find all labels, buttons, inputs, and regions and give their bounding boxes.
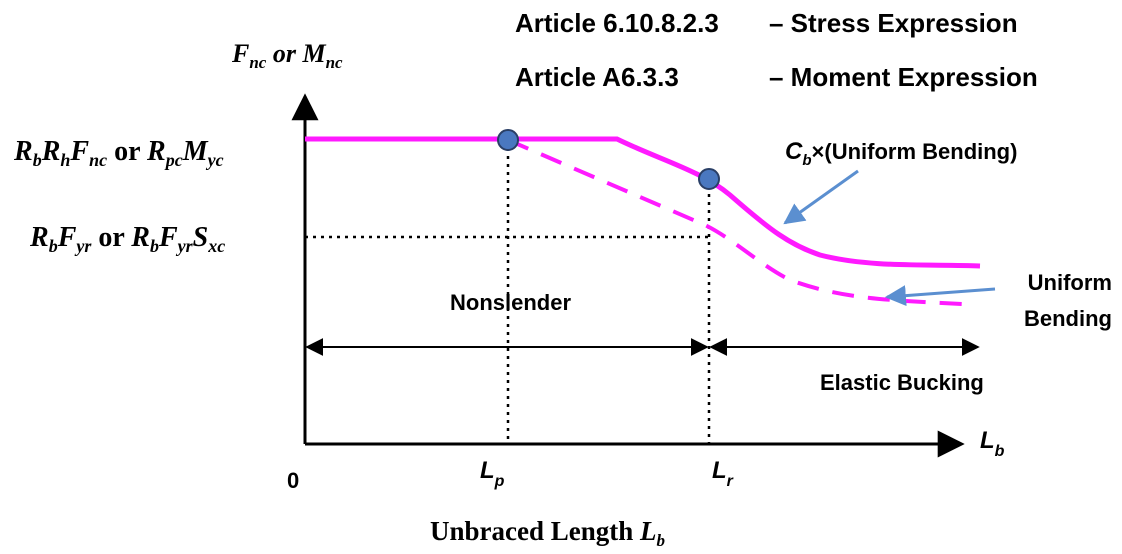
x-axis-title: Unbraced Length Lb bbox=[430, 516, 665, 550]
lb-axis-end-label: Lb bbox=[980, 427, 1005, 460]
cb-curve-leader-arrow bbox=[783, 169, 859, 225]
uniform-curve-leader-arrow bbox=[884, 285, 996, 307]
lr-label: Lr bbox=[712, 457, 734, 490]
lp-label: Lp bbox=[480, 457, 505, 490]
plateau-label: RbRhFnc or RpcMyc bbox=[13, 136, 224, 170]
header: Article 6.10.8.2.3 – Stress Expression A… bbox=[515, 8, 1038, 92]
uniform-curve-label-line1: Uniform bbox=[1028, 270, 1112, 295]
uniform-curve-label-line2: Bending bbox=[1024, 306, 1112, 331]
lr-point-marker bbox=[698, 168, 720, 190]
x-origin-label: 0 bbox=[287, 468, 299, 493]
elastic-buckling-label: Elastic Bucking bbox=[820, 370, 984, 395]
yield-level-label: RbFyr or RbFyrSxc bbox=[29, 222, 225, 256]
header-desc-2: – Moment Expression bbox=[769, 62, 1038, 92]
uniform-bending-curve bbox=[507, 138, 963, 306]
cb-uniform-bending-curve bbox=[305, 136, 981, 269]
header-desc-1: – Stress Expression bbox=[769, 8, 1018, 38]
header-article-2: Article A6.3.3 bbox=[515, 62, 679, 92]
header-article-1: Article 6.10.8.2.3 bbox=[515, 8, 719, 38]
nonslender-label: Nonslender bbox=[450, 290, 571, 315]
y-axis-title: Fnc or Mnc bbox=[231, 39, 343, 72]
lp-point-marker bbox=[497, 129, 519, 151]
cb-curve-label: Cb×(Uniform Bending) bbox=[785, 138, 1017, 169]
